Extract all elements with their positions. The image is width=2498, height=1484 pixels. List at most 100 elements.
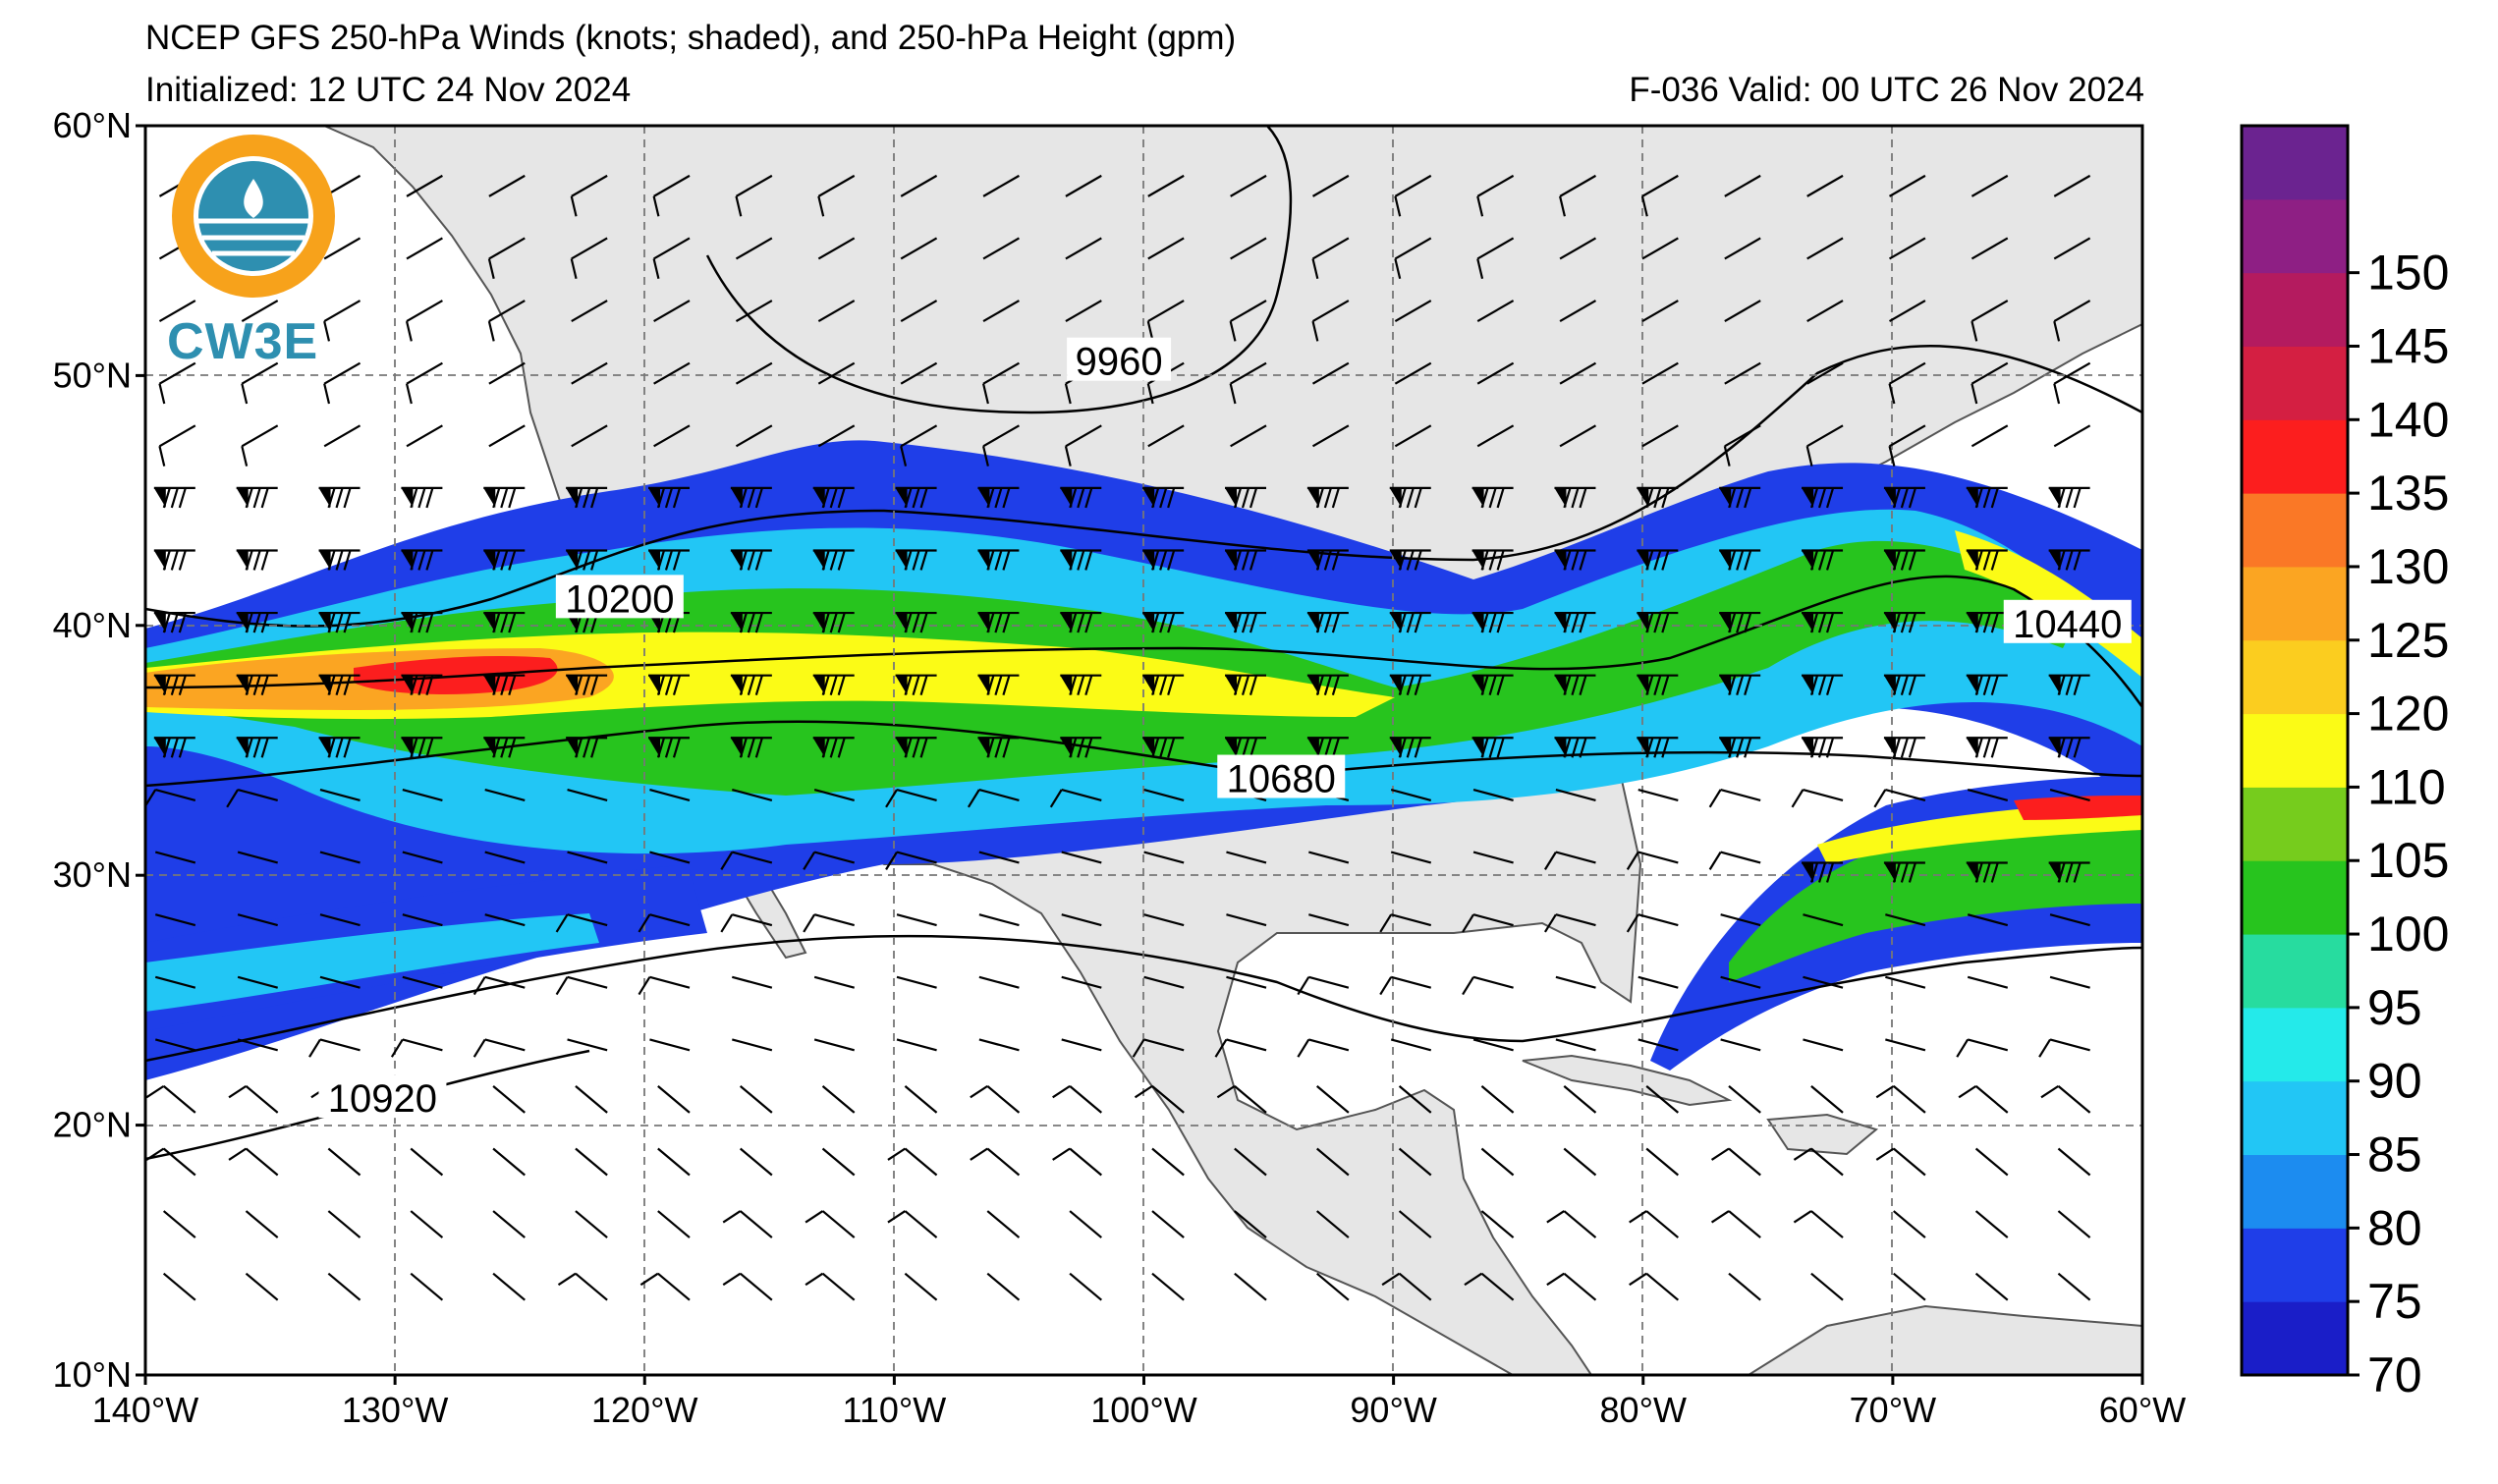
wind-barb bbox=[1720, 1038, 1761, 1052]
logo-ring bbox=[172, 135, 335, 298]
wind-barb bbox=[1143, 851, 1185, 864]
wind-barb bbox=[986, 1272, 1021, 1301]
wind-barb bbox=[735, 424, 773, 448]
wind-barb bbox=[1476, 174, 1515, 217]
wind-barb bbox=[492, 1210, 526, 1238]
wind-barb bbox=[2053, 361, 2091, 405]
wind-barb bbox=[970, 1147, 1021, 1177]
wind-barb bbox=[1559, 174, 1597, 217]
wind-barb bbox=[1719, 737, 1761, 758]
wind-barb bbox=[323, 300, 361, 342]
wind-barb bbox=[228, 1084, 279, 1114]
wind-barbs bbox=[145, 174, 2091, 1301]
hispaniola bbox=[1766, 1113, 1879, 1156]
wind-barb bbox=[895, 737, 937, 758]
wind-barb bbox=[1306, 549, 1349, 571]
wind-barb bbox=[1143, 913, 1185, 927]
wind-barb bbox=[812, 611, 855, 633]
wind-barb bbox=[1554, 611, 1596, 633]
wind-barb bbox=[1710, 1147, 1761, 1177]
wind-barb bbox=[1806, 237, 1844, 260]
wind-barb bbox=[1061, 975, 1102, 989]
wind-barb bbox=[1142, 737, 1185, 758]
wind-barb bbox=[732, 788, 773, 801]
wind-barb bbox=[967, 788, 1020, 808]
lon-tick-label: 90°W bbox=[1350, 1390, 1436, 1430]
wind-barb bbox=[1802, 611, 1844, 633]
wind-barb bbox=[2049, 913, 2090, 927]
wind-barb bbox=[1065, 237, 1102, 260]
wind-barb bbox=[241, 424, 279, 467]
wind-barb bbox=[241, 300, 279, 323]
colorbar-label: 105 bbox=[2367, 833, 2449, 888]
wind-barb bbox=[1381, 1272, 1432, 1301]
wind-barb bbox=[406, 237, 443, 260]
wind-barb bbox=[900, 424, 938, 467]
wind-barb bbox=[647, 549, 690, 571]
wind-barb bbox=[1225, 674, 1267, 695]
wind-barb bbox=[1394, 361, 1432, 385]
wind-barb bbox=[1875, 1147, 1926, 1177]
wind-barb bbox=[484, 788, 526, 801]
wind-barb bbox=[1559, 424, 1597, 448]
wind-barb bbox=[401, 549, 443, 571]
wind-barb bbox=[236, 486, 278, 509]
wind-barb bbox=[1389, 674, 1431, 695]
wind-barb bbox=[1316, 1085, 1350, 1114]
wind-barb bbox=[1471, 611, 1514, 633]
wind-barb bbox=[237, 913, 278, 927]
wind-barb bbox=[735, 361, 773, 385]
wind-barb bbox=[657, 1147, 691, 1177]
wind-barb bbox=[236, 549, 278, 571]
wind-barb bbox=[1971, 424, 2009, 448]
wind-barb bbox=[1308, 913, 1350, 927]
wind-barb bbox=[1052, 1084, 1103, 1114]
wind-barb bbox=[145, 1084, 196, 1114]
wind-barb bbox=[570, 174, 608, 217]
wind-barb bbox=[821, 1147, 856, 1177]
wind-barb bbox=[323, 237, 361, 260]
wind-barb bbox=[1806, 300, 1844, 323]
wind-barb bbox=[2049, 788, 2090, 801]
wind-barb bbox=[1061, 851, 1102, 864]
wind-barb bbox=[1629, 1210, 1680, 1238]
wind-barb bbox=[904, 1272, 938, 1301]
wind-barb bbox=[1966, 611, 2008, 633]
wind-barb bbox=[1394, 174, 1432, 217]
wind-barb bbox=[1297, 975, 1350, 996]
wind-barb bbox=[236, 611, 278, 633]
wind-barb bbox=[895, 549, 937, 571]
wind-barb bbox=[1555, 975, 1596, 989]
wind-barb bbox=[1641, 361, 1679, 385]
contour-10920 bbox=[145, 934, 2142, 1063]
wind-barb bbox=[483, 549, 526, 571]
wind-barb bbox=[653, 424, 691, 448]
lon-tick-label: 60°W bbox=[2099, 1390, 2186, 1430]
wind-barb bbox=[1641, 424, 1679, 448]
wind-barb bbox=[1956, 1038, 2009, 1058]
wind-barb bbox=[319, 975, 361, 989]
wind-barb bbox=[657, 1210, 691, 1238]
wind-barb bbox=[154, 913, 196, 927]
wind-barb bbox=[1390, 851, 1432, 864]
wind-barb bbox=[2053, 174, 2091, 197]
wind-barb bbox=[1052, 1147, 1103, 1177]
wind-barb bbox=[153, 549, 195, 571]
wind-barb bbox=[978, 851, 1020, 864]
wind-barb bbox=[730, 674, 772, 695]
colorbar-segment bbox=[2242, 639, 2348, 715]
wind-barb bbox=[1626, 851, 1679, 870]
wind-barb bbox=[805, 1210, 856, 1238]
wind-barb bbox=[567, 788, 608, 801]
lat-tick-label: 30°N bbox=[53, 854, 132, 895]
logo-text: CW3E bbox=[167, 313, 319, 370]
wind-barb bbox=[1967, 913, 2009, 927]
wind-barb bbox=[813, 1038, 855, 1052]
wind-barb bbox=[2057, 1272, 2091, 1301]
wind-barb bbox=[1559, 237, 1597, 260]
lon-tick-label: 110°W bbox=[842, 1390, 946, 1430]
wind-barb bbox=[1966, 861, 2008, 883]
wind-barb bbox=[1554, 737, 1596, 758]
wind-barb bbox=[406, 424, 443, 448]
wind-barb bbox=[1893, 1210, 1926, 1238]
